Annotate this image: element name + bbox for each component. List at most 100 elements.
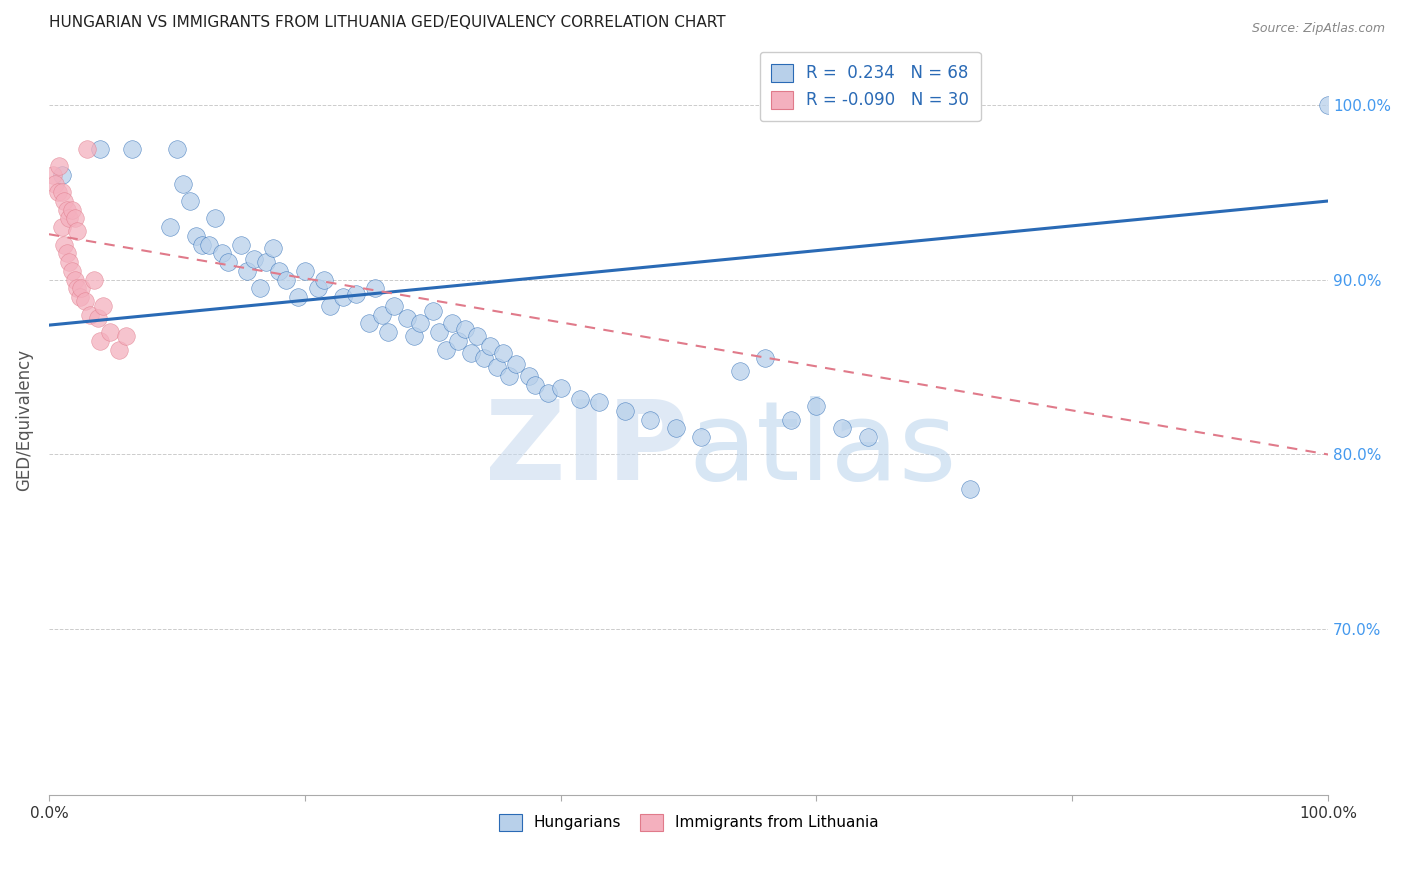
Point [344,286,367,301]
Point [467,328,489,343]
Point [198,237,221,252]
Point [51,186,73,200]
Point [806,399,828,413]
Point [728,363,751,377]
Point [357,317,380,331]
Point [69,290,91,304]
Point [89,334,111,348]
Point [269,264,291,278]
Point [66,224,89,238]
Point [537,386,560,401]
Point [86,311,108,326]
Point [121,142,143,156]
Point [485,360,508,375]
Point [454,321,477,335]
Point [364,281,387,295]
Point [447,334,470,348]
Point [184,229,207,244]
Point [370,308,392,322]
Point [70,281,93,295]
Point [46,186,69,200]
Point [63,273,86,287]
Point [83,273,105,287]
Point [217,255,239,269]
Point [332,290,354,304]
Point [588,395,610,409]
Point [166,142,188,156]
Point [690,430,713,444]
Text: HUNGARIAN VS IMMIGRANTS FROM LITHUANIA GED/EQUIVALENCY CORRELATION CHART: HUNGARIAN VS IMMIGRANTS FROM LITHUANIA G… [49,15,725,30]
Point [402,328,425,343]
Point [48,159,70,173]
Point [319,299,342,313]
Point [498,368,520,383]
Point [242,252,264,266]
Point [79,308,101,322]
Point [472,351,495,366]
Point [613,404,636,418]
Point [44,177,66,191]
Point [312,273,335,287]
Point [382,299,405,313]
Point [73,293,96,308]
Point [959,483,981,497]
Point [60,202,83,217]
Point [856,430,879,444]
Point [377,325,399,339]
Point [249,281,271,295]
Point [51,168,73,182]
Point [568,392,591,406]
Text: ZIP: ZIP [485,396,689,503]
Point [460,346,482,360]
Point [638,412,661,426]
Point [550,381,572,395]
Point [434,343,457,357]
Point [60,264,83,278]
Point [53,194,76,208]
Point [479,339,502,353]
Legend: Hungarians, Immigrants from Lithuania: Hungarians, Immigrants from Lithuania [492,808,884,837]
Point [307,281,329,295]
Point [172,177,194,191]
Point [665,421,688,435]
Point [274,273,297,287]
Point [517,368,540,383]
Point [440,317,463,331]
Point [229,237,252,252]
Point [42,168,65,182]
Point [56,246,79,260]
Point [56,202,79,217]
Point [236,264,259,278]
Point [409,317,432,331]
Point [505,357,527,371]
Point [831,421,853,435]
Point [76,142,98,156]
Text: atlas: atlas [689,396,957,503]
Point [63,211,86,226]
Text: Source: ZipAtlas.com: Source: ZipAtlas.com [1251,22,1385,36]
Point [524,377,547,392]
Point [114,328,136,343]
Point [179,194,201,208]
Point [1317,98,1340,112]
Point [780,412,803,426]
Point [58,255,80,269]
Point [492,346,515,360]
Point [211,246,233,260]
Point [51,220,73,235]
Point [53,237,76,252]
Point [204,211,226,226]
Point [422,304,444,318]
Point [159,220,181,235]
Point [294,264,316,278]
Point [100,325,122,339]
Point [91,299,114,313]
Point [287,290,309,304]
Point [66,281,89,295]
Point [427,325,450,339]
Point [254,255,277,269]
Point [89,142,111,156]
Point [262,241,284,255]
Point [58,211,80,226]
Point [754,351,776,366]
